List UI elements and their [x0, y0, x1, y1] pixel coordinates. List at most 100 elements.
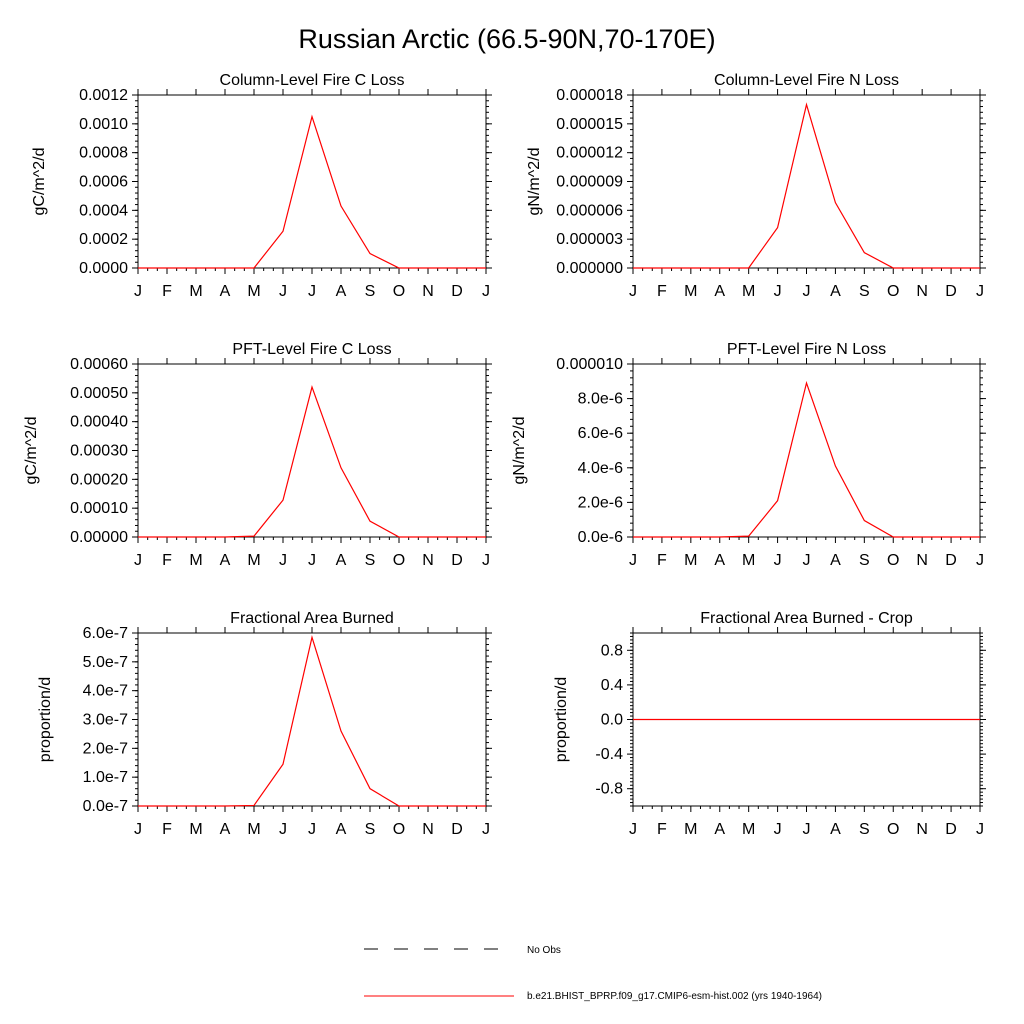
y-tick-label: 6.0e-7: [83, 625, 128, 642]
x-tick-label: J: [774, 552, 782, 569]
y-tick-label: 0.000012: [556, 145, 623, 162]
legend-label-case: b.e21.BHIST_BPRP.f09_g17.CMIP6-esm-hist.…: [527, 991, 822, 1002]
y-tick-label: 2.0e-7: [83, 740, 128, 757]
y-tick-label: 0.000003: [556, 231, 623, 248]
x-tick-label: F: [162, 821, 172, 838]
x-tick-label: O: [393, 552, 405, 569]
y-tick-label: 4.0e-6: [578, 460, 623, 477]
x-tick-label: F: [657, 821, 667, 838]
x-tick-label: J: [279, 821, 287, 838]
x-tick-label: J: [976, 283, 984, 300]
plot-frame: [137, 632, 487, 807]
plot-frame: [632, 94, 981, 269]
y-tick-label: 0.00010: [70, 500, 128, 517]
x-tick-label: M: [247, 821, 260, 838]
x-tick-label: D: [945, 552, 957, 569]
x-tick-label: A: [336, 283, 347, 300]
x-tick-label: J: [279, 552, 287, 569]
y-tick-label: 0.0e-6: [578, 529, 623, 546]
x-tick-label: J: [803, 821, 811, 838]
panel-title: PFT-Level Fire N Loss: [727, 341, 886, 358]
x-tick-label: J: [803, 552, 811, 569]
x-tick-label: M: [684, 821, 697, 838]
y-tick-label: 0.0008: [79, 145, 128, 162]
panel-title: Column-Level Fire C Loss: [220, 72, 405, 89]
series-line: [138, 385, 486, 538]
y-tick-label: 6.0e-6: [578, 425, 623, 442]
x-tick-label: M: [742, 283, 755, 300]
x-tick-label: D: [945, 821, 957, 838]
x-tick-label: N: [916, 821, 928, 838]
x-tick-label: M: [684, 552, 697, 569]
y-tick-label: -0.4: [595, 746, 623, 763]
x-tick-label: N: [916, 283, 928, 300]
x-tick-label: J: [308, 283, 316, 300]
x-tick-label: O: [887, 283, 899, 300]
x-tick-label: J: [482, 283, 490, 300]
y-tick-label: 0.000018: [556, 87, 623, 104]
x-tick-label: J: [629, 552, 637, 569]
x-tick-label: S: [365, 821, 376, 838]
y-tick-label: 0.00040: [70, 414, 128, 431]
x-tick-label: O: [393, 283, 405, 300]
y-tick-label: 8.0e-6: [578, 391, 623, 408]
y-tick-label: 0.000000: [556, 260, 623, 277]
x-tick-label: N: [422, 552, 434, 569]
x-tick-label: J: [774, 821, 782, 838]
x-tick-label: F: [162, 552, 172, 569]
y-axis-label: gC/m^2/d: [23, 417, 40, 485]
panel-title: Column-Level Fire N Loss: [714, 72, 899, 89]
y-tick-label: 0.00020: [70, 471, 128, 488]
y-tick-label: 5.0e-7: [83, 654, 128, 671]
y-tick-label: 0.00050: [70, 385, 128, 402]
panel-title: PFT-Level Fire C Loss: [232, 341, 391, 358]
x-tick-label: S: [859, 283, 870, 300]
x-tick-label: A: [220, 552, 231, 569]
y-tick-label: 0.0002: [79, 231, 128, 248]
figure-title: Russian Arctic (66.5-90N,70-170E): [298, 24, 715, 54]
x-tick-label: M: [742, 552, 755, 569]
panel-title: Fractional Area Burned - Crop: [700, 610, 913, 627]
y-axis-label: gN/m^2/d: [511, 417, 528, 485]
x-tick-label: N: [422, 821, 434, 838]
x-tick-label: A: [336, 552, 347, 569]
x-tick-label: A: [830, 552, 841, 569]
x-tick-label: O: [887, 821, 899, 838]
y-tick-label: 0.000006: [556, 202, 623, 219]
x-tick-label: J: [308, 552, 316, 569]
x-tick-label: J: [279, 283, 287, 300]
y-tick-label: 0.0e-7: [83, 798, 128, 815]
series-line: [138, 635, 486, 807]
x-tick-label: N: [916, 552, 928, 569]
series-line: [633, 102, 980, 269]
x-tick-label: J: [803, 283, 811, 300]
y-tick-label: 3.0e-7: [83, 712, 128, 729]
x-tick-label: J: [629, 283, 637, 300]
x-tick-label: A: [714, 552, 725, 569]
x-tick-label: J: [976, 552, 984, 569]
y-tick-label: 0.0: [601, 712, 623, 729]
y-tick-label: 0.00030: [70, 443, 128, 460]
y-tick-label: 4.0e-7: [83, 683, 128, 700]
x-tick-label: J: [976, 821, 984, 838]
x-tick-label: N: [422, 283, 434, 300]
series-line: [138, 114, 486, 269]
plot-frame: [137, 94, 487, 269]
x-tick-label: F: [162, 283, 172, 300]
x-tick-label: J: [482, 821, 490, 838]
x-tick-label: D: [451, 552, 463, 569]
x-tick-label: A: [220, 821, 231, 838]
chart-panel-6: Fractional Area Burned - Crop proportion/…: [553, 610, 986, 838]
x-tick-label: S: [365, 552, 376, 569]
panel-title: Fractional Area Burned: [230, 610, 394, 627]
x-tick-label: A: [830, 821, 841, 838]
y-tick-label: 2.0e-6: [578, 494, 623, 511]
x-tick-label: J: [134, 552, 142, 569]
x-tick-label: A: [220, 283, 231, 300]
y-tick-label: 0.0004: [79, 202, 128, 219]
